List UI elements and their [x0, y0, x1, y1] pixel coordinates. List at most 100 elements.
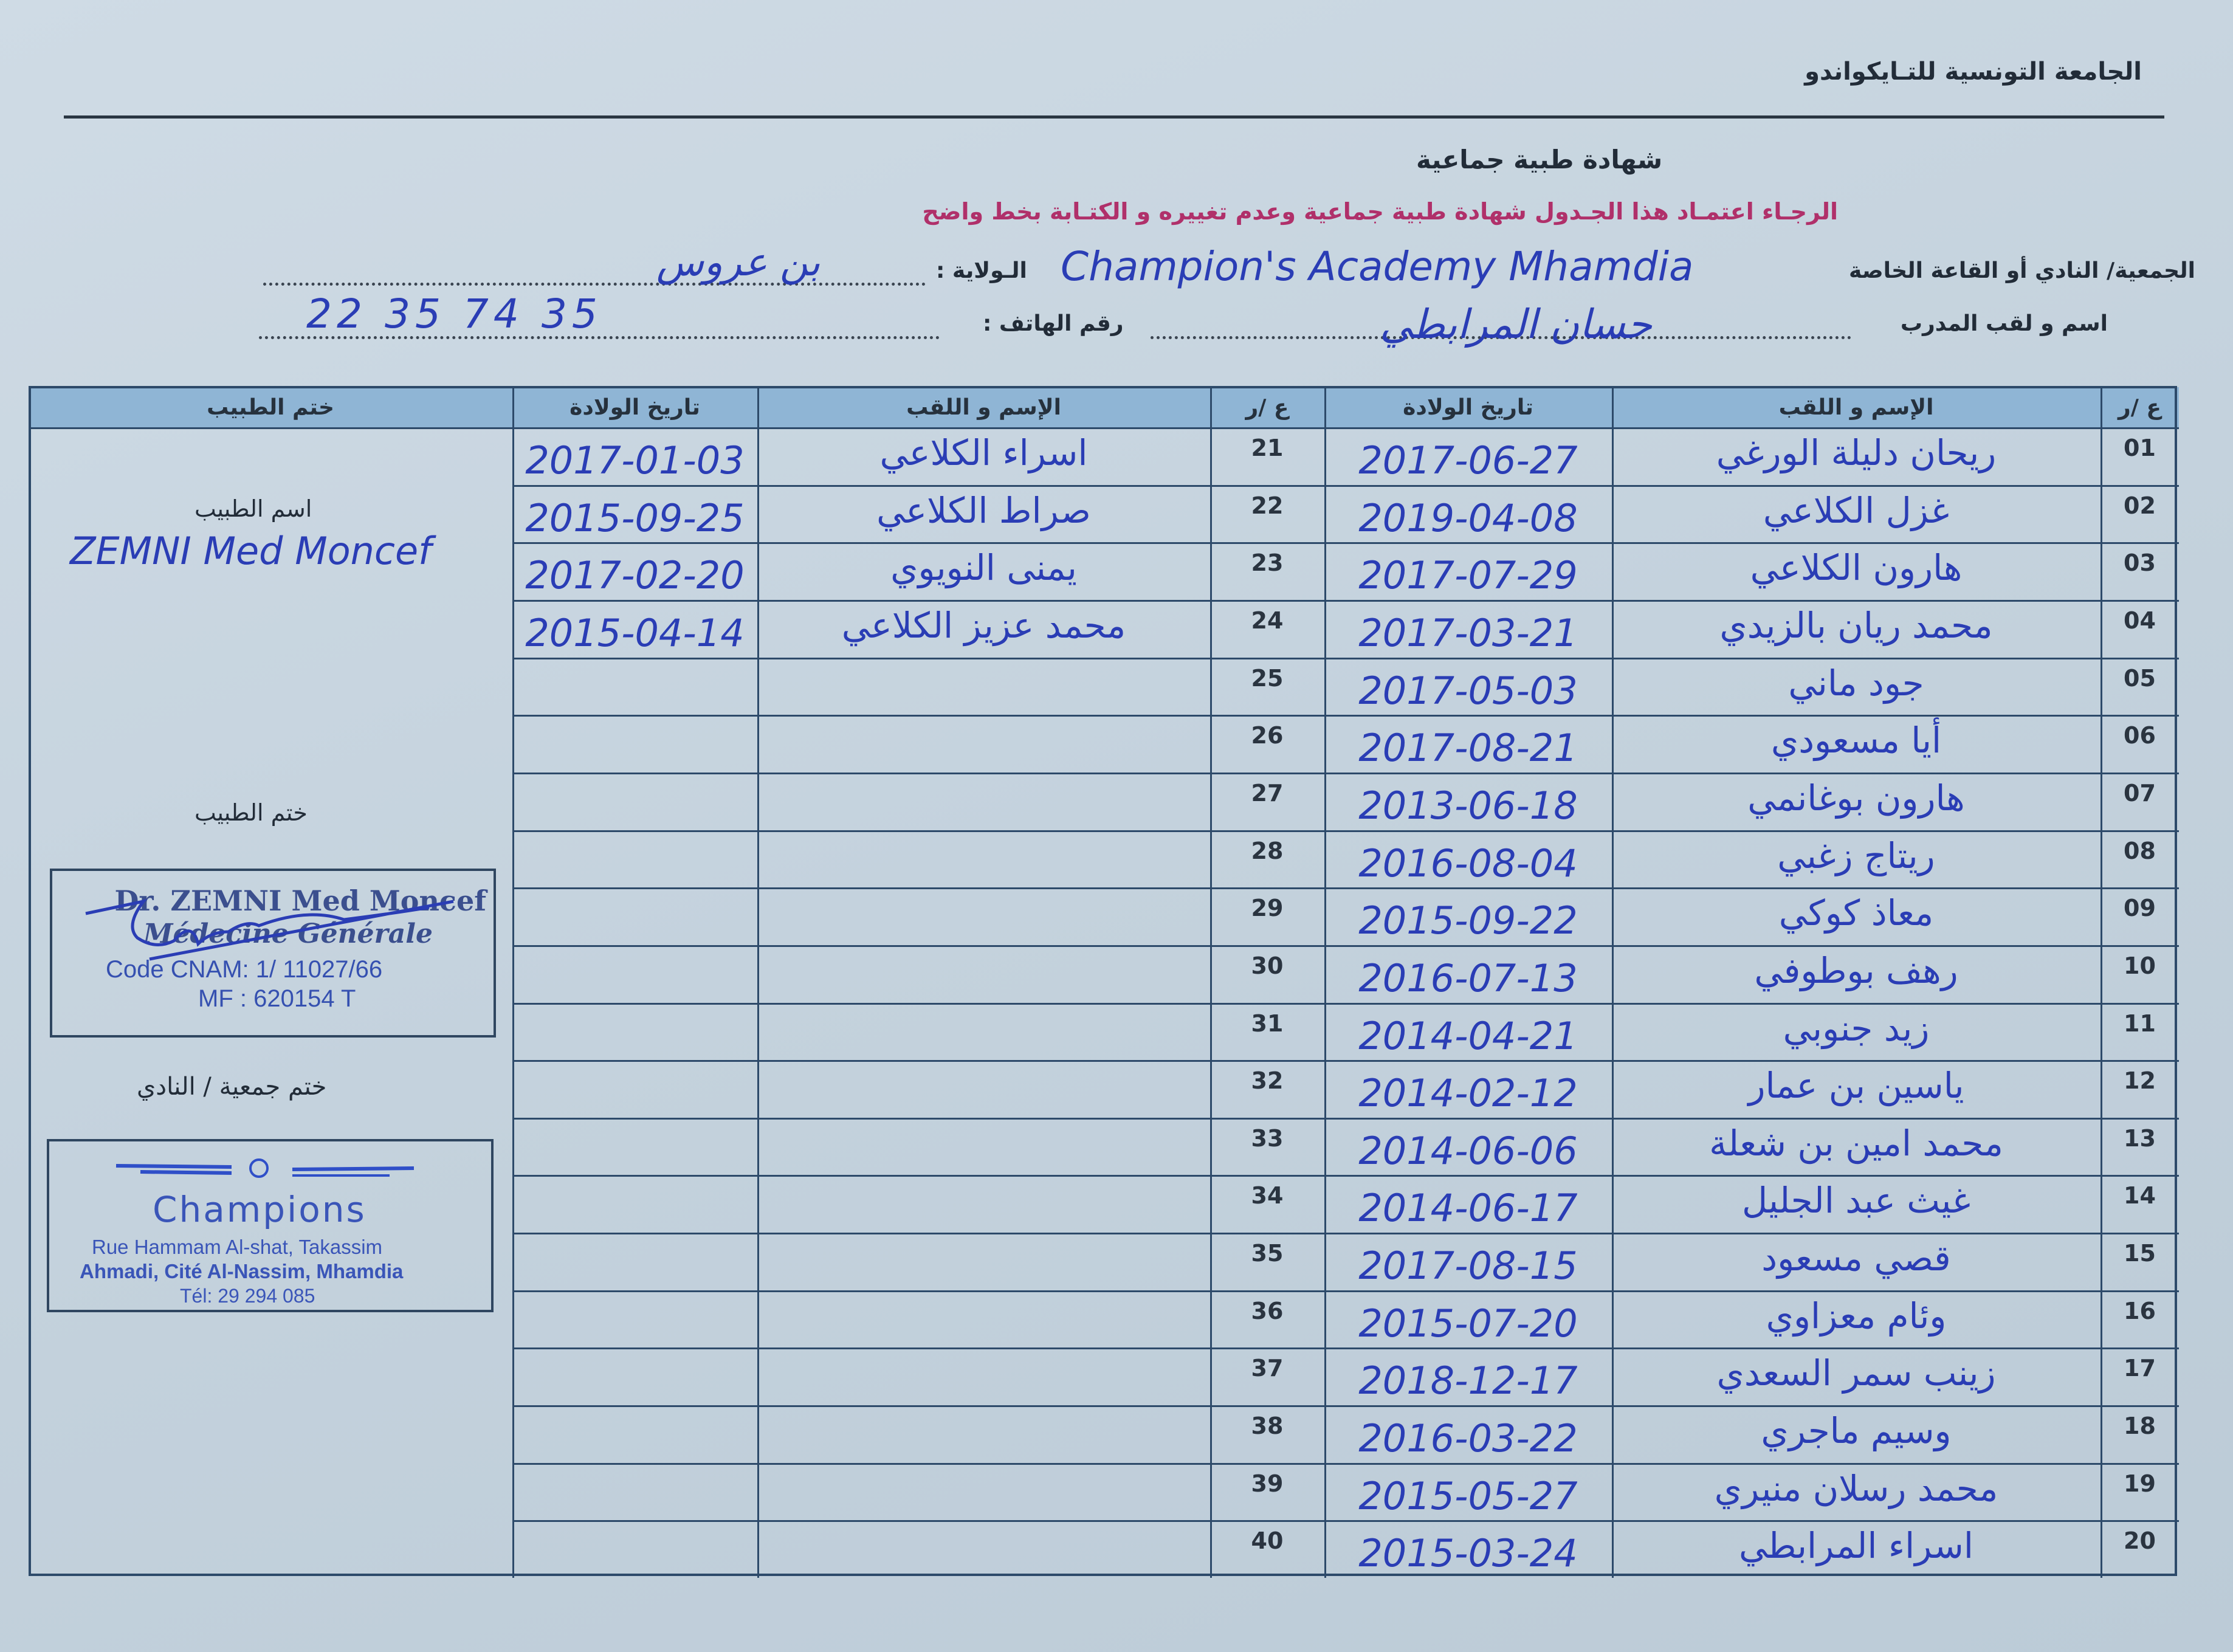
doctor-stamp-line4: MF : 620154 T	[198, 985, 356, 1012]
birth-date-cell[interactable]: 2017-02-20	[525, 553, 745, 598]
row-divider	[512, 1117, 2179, 1120]
athlete-name-cell[interactable]: يمنى النويوي	[890, 547, 1077, 589]
birth-date-cell[interactable]: 2019-04-08	[1358, 495, 1578, 540]
birth-date-cell[interactable]: 2015-07-20	[1358, 1301, 1578, 1346]
athlete-name-cell[interactable]: اسراء المرابطي	[1738, 1525, 1974, 1567]
birth-date-cell[interactable]: 2017-08-15	[1358, 1244, 1578, 1289]
row-number: 29	[1251, 895, 1284, 922]
row-number: 27	[1251, 779, 1284, 807]
athlete-name-cell[interactable]: غزل الكلاعي	[1763, 489, 1950, 531]
table-header-band	[29, 387, 2179, 427]
birth-date-cell[interactable]: 2017-05-03	[1358, 668, 1578, 713]
header-bottom-line	[29, 427, 2179, 429]
row-number: 03	[2124, 549, 2156, 577]
row-divider	[512, 830, 2179, 832]
row-divider	[512, 1520, 2179, 1523]
row-divider	[512, 1060, 2179, 1062]
row-number: 18	[2124, 1413, 2156, 1440]
federation-name: الجامعة التونسية للتـايكواندو	[1805, 58, 2142, 86]
doctor-stamp-line3: Code CNAM: 1/ 11027/66	[106, 956, 383, 983]
row-divider	[512, 599, 2179, 602]
phone-label: رقم الهاتف :	[983, 311, 1124, 336]
athlete-name-cell[interactable]: غيث عبد الجليل	[1741, 1180, 1971, 1222]
column-divider	[757, 387, 759, 1578]
coach-field[interactable]: حسان المرابطي	[1380, 301, 1653, 348]
athlete-name-cell[interactable]: صراط الكلاعي	[876, 489, 1091, 531]
column-divider	[1210, 387, 1212, 1578]
birth-date-cell[interactable]: 2013-06-18	[1358, 783, 1578, 828]
row-divider	[512, 657, 2179, 659]
athlete-name-cell[interactable]: رهف بوطوفي	[1754, 949, 1958, 991]
birth-date-cell[interactable]: 2017-03-21	[1358, 610, 1578, 655]
birth-date-cell[interactable]: 2015-05-27	[1358, 1473, 1578, 1518]
header-dob-right: تاريخ الولادة	[1403, 394, 1533, 420]
row-number: 37	[1251, 1355, 1284, 1382]
birth-date-cell[interactable]: 2015-09-25	[525, 495, 745, 540]
row-number: 02	[2124, 492, 2156, 519]
athlete-name-cell[interactable]: أيا مسعودي	[1770, 720, 1942, 762]
athlete-name-cell[interactable]: قصي مسعود	[1761, 1237, 1951, 1279]
club-stamp: Champions Rue Hammam Al-shat, Takassim A…	[47, 1139, 494, 1312]
athlete-name-cell[interactable]: وئام معزاوي	[1766, 1295, 1947, 1337]
club-field[interactable]: Champion's Academy Mhamdia	[1061, 243, 1694, 290]
row-number: 16	[2124, 1297, 2156, 1324]
doctor-signature	[85, 899, 454, 961]
row-number: 19	[2124, 1470, 2156, 1497]
birth-date-cell[interactable]: 2017-08-21	[1358, 726, 1578, 771]
birth-date-cell[interactable]: 2016-07-13	[1358, 955, 1578, 1000]
athlete-name-cell[interactable]: محمد رسلان منيري	[1714, 1467, 1998, 1509]
birth-date-cell[interactable]: 2014-02-12	[1358, 1071, 1578, 1116]
header-name-right: الإسم و اللقب	[1778, 394, 1934, 420]
birth-date-cell[interactable]: 2015-03-24	[1358, 1531, 1578, 1576]
row-number: 17	[2124, 1355, 2156, 1382]
row-divider	[512, 1405, 2179, 1408]
birth-date-cell[interactable]: 2014-06-17	[1358, 1186, 1578, 1231]
row-divider	[512, 1462, 2179, 1465]
club-logo-icon	[115, 1158, 415, 1178]
athlete-name-cell[interactable]: هارون الكلاعي	[1750, 547, 1963, 589]
header-dob-left: تاريخ الولادة	[569, 394, 700, 420]
club-stamp-name: Champions	[153, 1189, 366, 1230]
athlete-name-cell[interactable]: محمد امين بن شعلة	[1709, 1122, 2003, 1164]
birth-date-cell[interactable]: 2014-04-21	[1358, 1013, 1578, 1058]
column-divider	[1612, 387, 1614, 1578]
birth-date-cell[interactable]: 2015-09-22	[1358, 898, 1578, 943]
header-num-right: ع /ر	[2118, 394, 2161, 420]
athlete-name-cell[interactable]: هارون بوغانمي	[1747, 777, 1965, 819]
athlete-name-cell[interactable]: جود ماني	[1788, 662, 1924, 704]
athlete-name-cell[interactable]: معاذ كوكي	[1778, 892, 1934, 934]
birth-date-cell[interactable]: 2016-03-22	[1358, 1416, 1578, 1461]
athlete-name-cell[interactable]: زيد جنوبي	[1783, 1007, 1930, 1049]
row-divider	[512, 887, 2179, 890]
row-divider	[512, 1347, 2179, 1350]
row-number: 32	[1251, 1067, 1284, 1095]
birth-date-cell[interactable]: 2016-08-04	[1358, 841, 1578, 886]
athlete-name-cell[interactable]: وسيم ماجري	[1761, 1410, 1952, 1452]
athlete-name-cell[interactable]: محمد عزيز الكلاعي	[841, 604, 1126, 646]
doctor-name-field[interactable]: ZEMNI Med Moncef	[70, 529, 432, 573]
birth-date-cell[interactable]: 2017-06-27	[1358, 438, 1578, 483]
athlete-name-cell[interactable]: ريحان دليلة الورغي	[1716, 432, 1997, 473]
column-divider	[512, 387, 514, 1578]
coach-label: اسم و لقب المدرب	[1900, 311, 2108, 336]
birth-date-cell[interactable]: 2017-01-03	[525, 438, 745, 483]
birth-date-cell[interactable]: 2015-04-14	[525, 610, 745, 655]
birth-date-cell[interactable]: 2014-06-06	[1358, 1128, 1578, 1173]
row-number: 38	[1251, 1413, 1284, 1440]
row-number: 06	[2124, 722, 2156, 749]
athlete-name-cell[interactable]: اسراء الكلاعي	[879, 432, 1088, 473]
athlete-name-cell[interactable]: ياسين بن عمار	[1748, 1065, 1964, 1107]
state-field[interactable]: بن عروس	[656, 240, 821, 285]
doctor-stamp: Dr. ZEMNI Med Moncef Médecine Générale C…	[50, 869, 496, 1038]
row-number: 36	[1251, 1297, 1284, 1324]
row-number: 11	[2124, 1010, 2156, 1037]
club-stamp-address2: Ahmadi, Cité Al-Nassim, Mhamdia	[80, 1260, 404, 1282]
athlete-name-cell[interactable]: محمد ريان بالزيدي	[1719, 604, 1993, 646]
athlete-name-cell[interactable]: ريتاج زغبي	[1777, 835, 1935, 876]
row-number: 15	[2124, 1240, 2156, 1267]
phone-field[interactable]: 22 35 74 35	[306, 291, 602, 337]
column-divider	[2101, 387, 2102, 1578]
athlete-name-cell[interactable]: زينب سمر السعدي	[1716, 1352, 1996, 1394]
birth-date-cell[interactable]: 2018-12-17	[1358, 1358, 1578, 1403]
birth-date-cell[interactable]: 2017-07-29	[1358, 553, 1578, 598]
